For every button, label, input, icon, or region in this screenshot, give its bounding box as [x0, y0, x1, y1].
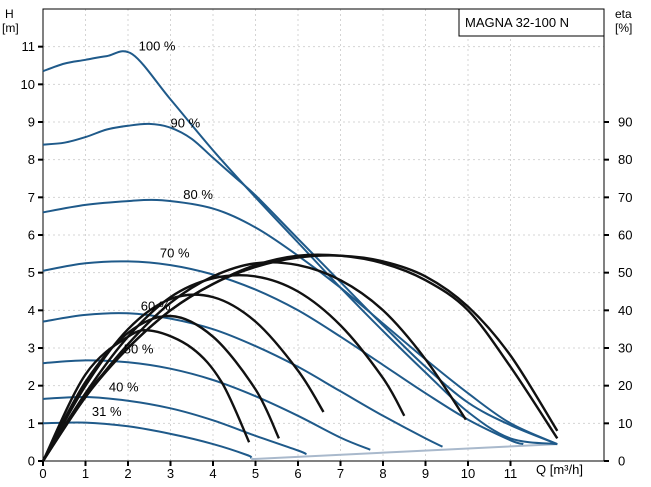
left-axis-tick-label: 7 — [28, 190, 35, 205]
title-box — [458, 8, 605, 37]
right-axis-label-top: eta — [615, 7, 632, 21]
efficiency-curve — [41, 293, 325, 462]
left-axis-ticks: 0 1 2 3 4 5 6 7 8 9 10 11 — [21, 39, 43, 469]
x-axis-tick-label: 6 — [294, 466, 301, 481]
max-flow-line — [251, 443, 558, 461]
left-axis-label-top: H — [5, 7, 14, 21]
x-axis-tick-label: 1 — [82, 466, 89, 481]
head-curve — [42, 260, 524, 446]
efficiency-curve — [41, 253, 559, 462]
right-axis-tick-label: 30 — [618, 341, 632, 356]
head-curve-label: 50 % — [124, 342, 154, 357]
left-axis-tick-label: 3 — [28, 341, 35, 356]
x-axis-tick-label: 3 — [167, 466, 174, 481]
left-axis-tick-label: 9 — [28, 115, 35, 130]
right-axis-tick-label: 70 — [618, 190, 632, 205]
x-axis-tick-label: 4 — [209, 466, 216, 481]
right-axis-tick-label: 50 — [618, 265, 632, 280]
x-axis-tick-label: 5 — [252, 466, 259, 481]
curve-labels: 100 % 90 % 80 % 70 % 60 % 50 % 40 % 31 % — [92, 38, 213, 418]
left-axis-tick-label: 5 — [28, 265, 35, 280]
right-axis-label-unit: [%] — [615, 21, 632, 35]
efficiency-curve — [41, 328, 251, 462]
left-axis-tick-label: 6 — [28, 228, 35, 243]
left-axis-tick-label: 8 — [28, 152, 35, 167]
head-curve — [42, 395, 307, 456]
head-curve-label: 31 % — [92, 404, 122, 419]
head-curve-label: 90 % — [171, 116, 201, 131]
x-axis-tick-label: 11 — [504, 466, 518, 481]
head-curve — [42, 421, 253, 459]
x-axis-tick-label: 0 — [39, 466, 46, 481]
x-axis-ticks: 0 1 2 3 4 5 6 7 8 9 10 11 — [39, 461, 517, 481]
curves — [41, 50, 559, 462]
right-axis-ticks: 0 10 20 30 40 50 60 70 80 90 — [604, 115, 632, 469]
left-axis-tick-label: 0 — [28, 454, 35, 469]
left-axis-label-unit: [m] — [2, 21, 19, 35]
right-axis-tick-label: 90 — [618, 115, 632, 130]
head-curve — [42, 122, 558, 446]
head-curve-label: 40 % — [109, 379, 139, 394]
x-axis-tick-label: 8 — [379, 466, 386, 481]
left-axis-tick-label: 1 — [28, 416, 35, 431]
head-curve-label: 100 % — [139, 38, 176, 53]
left-axis-tick-label: 10 — [21, 77, 35, 92]
x-axis-tick-label: 7 — [337, 466, 344, 481]
right-axis-tick-label: 10 — [618, 416, 632, 431]
efficiency-curve — [41, 273, 406, 462]
left-axis-tick-label: 11 — [22, 39, 36, 54]
head-curve — [42, 312, 443, 448]
efficiency-curve — [42, 261, 467, 462]
right-axis-tick-label: 40 — [618, 303, 632, 318]
chart-title: MAGNA 32-100 N — [465, 15, 569, 30]
head-curve-label: 80 % — [183, 187, 213, 202]
right-axis-tick-label: 20 — [618, 378, 632, 393]
x-axis-tick-label: 9 — [422, 466, 429, 481]
x-axis-label: Q [m³/h] — [536, 462, 583, 477]
left-axis-tick-label: 2 — [28, 378, 35, 393]
right-axis-tick-label: 80 — [618, 152, 632, 167]
efficiency-curve — [41, 314, 280, 462]
x-axis-tick-label: 10 — [461, 466, 475, 481]
right-axis-tick-label: 60 — [618, 228, 632, 243]
x-axis-tick-label: 2 — [124, 466, 131, 481]
head-curve-label: 60 % — [141, 298, 171, 313]
right-axis-tick-label: 0 — [618, 454, 625, 469]
head-curve-label: 70 % — [160, 246, 190, 261]
left-axis-tick-label: 4 — [28, 303, 35, 318]
